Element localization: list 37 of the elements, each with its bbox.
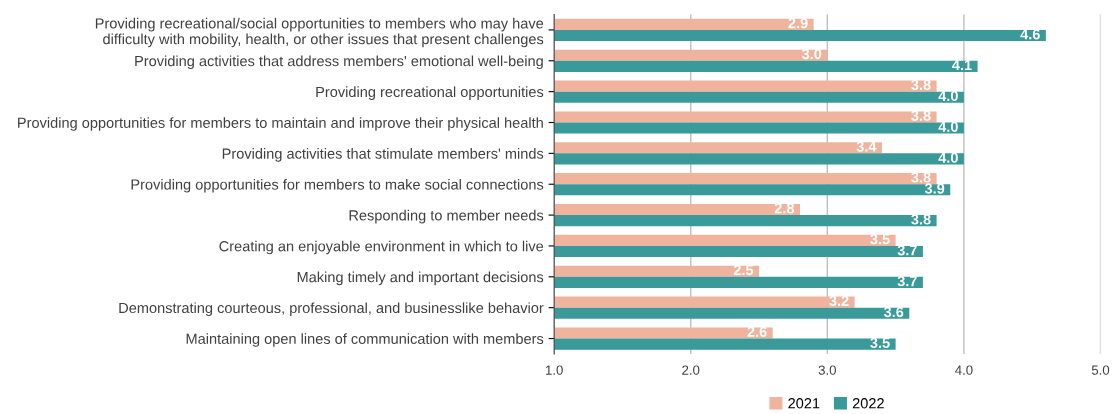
y-tick-label: Providing activities that stimulate members' minds xyxy=(222,148,544,162)
x-tick-label: 3.0 xyxy=(818,365,836,375)
data-label: 3.0 xyxy=(801,48,822,60)
y-tick-label: Making timely and important decisions xyxy=(297,271,544,286)
data-label: 2.5 xyxy=(733,264,754,276)
x-tick-label: 4.0 xyxy=(955,365,973,375)
y-tick-label: Providing opportunities for members to make social connections xyxy=(131,178,544,193)
data-label: 3.8 xyxy=(911,214,931,225)
data-label: 3.5 xyxy=(870,337,890,349)
data-label: 3.8 xyxy=(911,172,931,183)
data-label: 3.9 xyxy=(924,183,945,194)
x-tick-label: 1.0 xyxy=(545,365,563,375)
x-tick-label: 5.0 xyxy=(1091,365,1110,375)
y-tick-label: Responding to member needs xyxy=(349,209,544,224)
y-tick-label: Providing activities that address members' emotional well-being xyxy=(135,55,543,70)
data-label: 4.0 xyxy=(938,152,958,163)
data-label: 3.8 xyxy=(911,79,931,91)
data-label: 3.6 xyxy=(883,306,904,318)
data-label: 3.2 xyxy=(829,295,849,307)
data-label: 3.7 xyxy=(897,275,917,287)
y-tick-label: Providing recreational/social opportunities to members who may have difficulty with mobility, health, or other issues that present challenges xyxy=(95,17,544,48)
y-tick-label: Demonstrating courteous, professional, and businesslike behavior xyxy=(119,302,544,316)
data-label: 3.5 xyxy=(870,233,890,245)
data-label: 3.8 xyxy=(911,110,931,121)
legend-label: 2021 xyxy=(788,398,820,409)
data-label: 4.1 xyxy=(952,60,972,71)
data-label: 2.6 xyxy=(747,326,767,337)
x-tick-label: 2.0 xyxy=(682,365,700,375)
data-label: 3.4 xyxy=(856,141,877,152)
data-label: 4.0 xyxy=(938,121,958,132)
data-label: 2.9 xyxy=(788,17,808,29)
data-label: 4.0 xyxy=(938,90,958,102)
y-tick-label: Maintaining open lines of communication with members xyxy=(186,333,544,347)
y-tick-label: Creating an enjoyable environment in which to live xyxy=(219,240,544,255)
y-tick-label: Providing recreational opportunities xyxy=(316,86,544,100)
legend-label: 2022 xyxy=(852,398,884,409)
y-tick-label: Providing opportunities for members to maintain and improve their physical health xyxy=(18,117,543,131)
